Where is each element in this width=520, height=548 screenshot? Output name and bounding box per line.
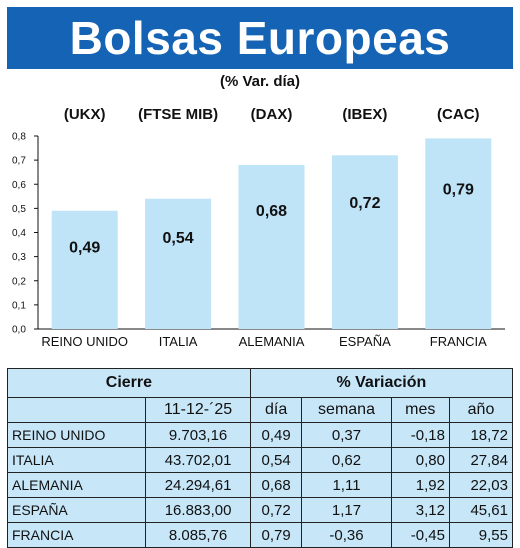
row-name: REINO UNIDO [6, 422, 147, 448]
table-subheader-row: 11-12-´25 día semana mes año [6, 397, 513, 423]
cell-semana: 1,11 [301, 472, 392, 498]
row-name: ITALIA [6, 447, 147, 473]
bar-value-label: 0,79 [443, 182, 474, 199]
category-label: REINO UNIDO [41, 334, 128, 349]
cell-ano: 45,61 [449, 497, 513, 523]
cell-semana: 0,62 [301, 447, 392, 473]
cell-cierre: 43.702,01 [145, 447, 251, 473]
ticker-label: (CAC) [437, 106, 480, 123]
bar-value-label: 0,72 [349, 195, 380, 212]
data-table: Cierre % Variación 11-12-´25 día semana … [6, 368, 514, 548]
table-group-header-row: Cierre % Variación [7, 368, 514, 398]
cell-mes: 0,80 [390, 447, 451, 473]
cell-mes: -0,18 [390, 422, 451, 448]
bar-value-label: 0,54 [163, 230, 194, 247]
y-tick-label: 0,4 [12, 228, 26, 239]
y-tick-label: 0,1 [12, 300, 26, 311]
cell-dia: 0,68 [249, 472, 303, 498]
header-date: 11-12-´25 [145, 397, 251, 423]
table-row: ITALIA 43.702,01 0,54 0,62 0,80 27,84 [6, 447, 513, 473]
cell-semana: -0,36 [301, 522, 392, 548]
category-label: ESPAÑA [339, 334, 391, 349]
y-tick-label: 0,6 [12, 180, 26, 191]
y-tick-label: 0,0 [12, 325, 26, 336]
y-tick-label: 0,7 [12, 156, 26, 167]
cell-semana: 0,37 [301, 422, 392, 448]
bar-chart: 0,0 0,1 0,2 0,3 0,4 0,5 0,6 0,7 0,8 0,49 REINO UNI… [12, 106, 505, 349]
cell-mes: 1,92 [390, 472, 451, 498]
chart-subtitle: (% Var. día) [219, 73, 301, 90]
bar [425, 138, 492, 329]
y-tick-label: 0,3 [12, 252, 26, 263]
table-row: ALEMANIA 24.294,61 0,68 1,11 1,92 22,03 [6, 472, 513, 498]
header-ano: año [449, 397, 513, 423]
ticker-label: (DAX) [251, 106, 293, 123]
cell-dia: 0,72 [249, 497, 303, 523]
category-label: FRANCIA [430, 334, 487, 349]
table-row: FRANCIA 8.085,76 0,79 -0,36 -0,45 9,55 [6, 522, 513, 548]
cell-ano: 22,03 [449, 472, 513, 498]
row-name: FRANCIA [6, 522, 147, 548]
cell-dia: 0,54 [249, 447, 303, 473]
row-name: ALEMANIA [6, 472, 147, 498]
header-cierre: Cierre [7, 368, 251, 398]
table-row: REINO UNIDO 9.703,16 0,49 0,37 -0,18 18,72 [6, 422, 513, 448]
header-semana: semana [301, 397, 392, 423]
cell-cierre: 8.085,76 [145, 522, 251, 548]
bar [238, 164, 305, 329]
cell-mes: -0,45 [390, 522, 451, 548]
cell-ano: 27,84 [449, 447, 513, 473]
cell-semana: 1,17 [301, 497, 392, 523]
category-label: ALEMANIA [239, 334, 305, 349]
title-banner: Bolsas Europeas [7, 7, 513, 69]
cell-ano: 9,55 [449, 522, 513, 548]
y-tick-label: 0,8 [12, 132, 26, 143]
table-row: ESPAÑA 16.883,00 0,72 1,17 3,12 45,61 [6, 497, 513, 523]
cell-ano: 18,72 [449, 422, 513, 448]
cell-dia: 0,49 [249, 422, 303, 448]
cell-cierre: 9.703,16 [145, 422, 251, 448]
bar-value-label: 0,68 [256, 203, 287, 220]
header-variacion: % Variación [249, 368, 514, 398]
ticker-label: (IBEX) [342, 106, 387, 123]
category-label: ITALIA [159, 334, 198, 349]
cell-cierre: 16.883,00 [145, 497, 251, 523]
y-tick-label: 0,2 [12, 276, 26, 287]
bar [51, 210, 118, 329]
ticker-label: (UKX) [64, 106, 106, 123]
ticker-label: (FTSE MIB) [138, 106, 218, 123]
header-mes: mes [390, 397, 451, 423]
y-tick-label: 0,5 [12, 204, 26, 215]
header-dia: día [249, 397, 303, 423]
bar-value-label: 0,49 [69, 239, 100, 256]
bar [145, 198, 212, 329]
bar [331, 155, 398, 329]
header-empty [6, 397, 147, 423]
cell-cierre: 24.294,61 [145, 472, 251, 498]
cell-mes: 3,12 [390, 497, 451, 523]
cell-dia: 0,79 [249, 522, 303, 548]
row-name: ESPAÑA [6, 497, 147, 523]
